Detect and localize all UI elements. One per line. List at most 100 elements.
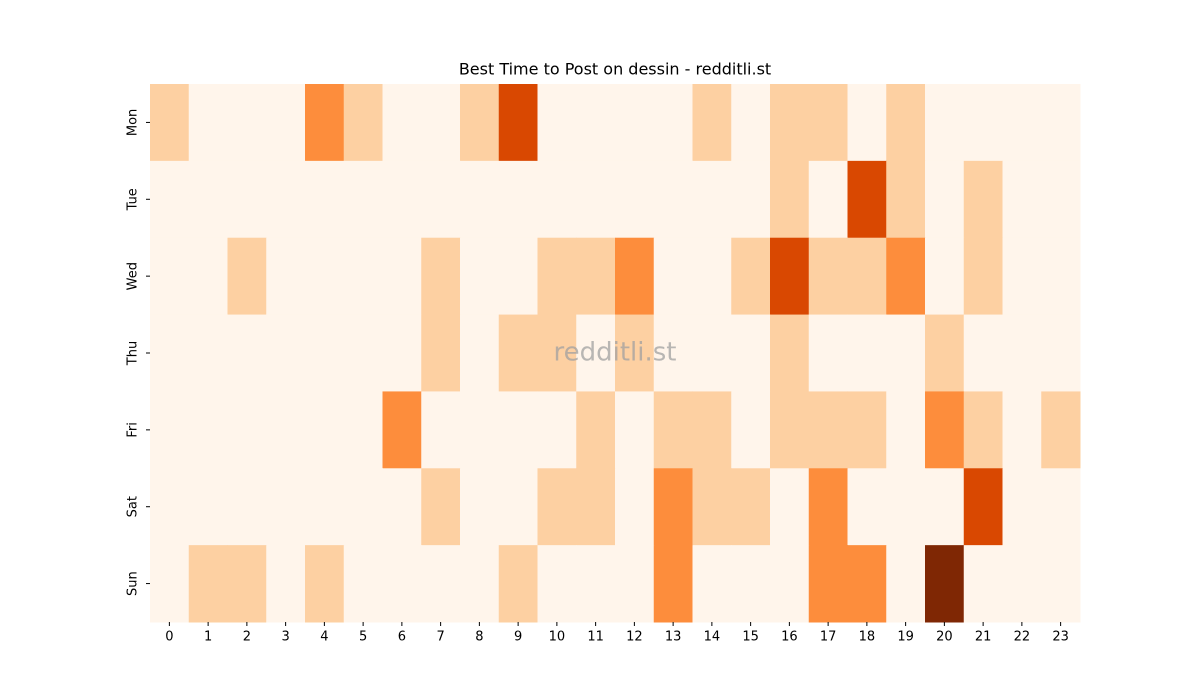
x-tick-label: 3 — [281, 630, 289, 645]
cell — [266, 545, 306, 623]
y-tick-label: Fri — [126, 422, 141, 438]
cell — [963, 391, 1003, 469]
cell — [1041, 160, 1081, 239]
cell — [925, 84, 965, 162]
cell — [305, 237, 345, 316]
x-tick-label: 0 — [165, 630, 173, 645]
cell — [963, 237, 1003, 316]
cell — [343, 237, 383, 316]
cell — [731, 237, 771, 316]
cell — [770, 160, 810, 239]
cell — [653, 314, 693, 392]
cell — [537, 84, 577, 162]
cell — [498, 160, 538, 239]
cell — [343, 468, 383, 546]
cell — [188, 391, 228, 469]
cell — [576, 545, 616, 623]
cell — [227, 84, 267, 162]
y-tick-label: Sun — [126, 571, 141, 596]
x-tick-label: 9 — [514, 630, 522, 645]
cell — [692, 545, 732, 623]
cell — [615, 391, 655, 469]
cell — [808, 160, 848, 239]
cell — [227, 160, 267, 239]
x-tick-label: 22 — [1014, 630, 1031, 645]
cell — [770, 314, 810, 392]
cell — [576, 84, 616, 162]
cell — [498, 237, 538, 316]
cell — [421, 160, 461, 239]
cell — [692, 84, 732, 162]
cell — [343, 314, 383, 392]
cell — [1002, 237, 1042, 316]
cell — [1041, 391, 1081, 469]
cell — [498, 84, 538, 162]
cell — [731, 160, 771, 239]
cell — [537, 314, 577, 392]
x-tick-label: 8 — [475, 630, 483, 645]
x-tick-label: 7 — [436, 630, 444, 645]
cell — [382, 84, 422, 162]
cell — [1041, 314, 1081, 392]
cell — [382, 237, 422, 316]
cell — [963, 84, 1003, 162]
cell — [808, 84, 848, 162]
y-tick-label: Tue — [126, 188, 141, 211]
cell — [227, 237, 267, 316]
cell — [770, 545, 810, 623]
x-tick-label: 23 — [1052, 630, 1069, 645]
cell — [576, 391, 616, 469]
cell — [498, 391, 538, 469]
x-tick-label: 21 — [975, 630, 992, 645]
cells — [150, 84, 1081, 623]
watermark: redditli.st — [554, 338, 677, 368]
cell — [1002, 545, 1042, 623]
chart-title: Best Time to Post on dessin - redditli.s… — [459, 60, 771, 79]
cell — [150, 237, 190, 316]
cell — [150, 314, 190, 392]
cell — [460, 545, 500, 623]
cell — [653, 391, 693, 469]
cell — [188, 237, 228, 316]
cell — [227, 314, 267, 392]
cell — [886, 468, 926, 546]
cell — [537, 160, 577, 239]
cell — [382, 468, 422, 546]
cell — [692, 391, 732, 469]
x-tick-label: 4 — [320, 630, 328, 645]
x-tick-label: 17 — [820, 630, 837, 645]
cell — [886, 391, 926, 469]
cell — [498, 314, 538, 392]
cell — [305, 84, 345, 162]
cell — [963, 160, 1003, 239]
cell — [460, 314, 500, 392]
cell — [963, 314, 1003, 392]
cell — [421, 314, 461, 392]
cell — [421, 545, 461, 623]
x-tick-label: 11 — [587, 630, 604, 645]
cell — [692, 160, 732, 239]
cell — [925, 468, 965, 546]
cell — [808, 314, 848, 392]
cell — [460, 84, 500, 162]
cell — [653, 160, 693, 239]
x-tick-label: 15 — [742, 630, 759, 645]
x-tick-label: 6 — [398, 630, 406, 645]
cell — [576, 160, 616, 239]
cell — [421, 84, 461, 162]
cell — [498, 468, 538, 546]
cell — [808, 468, 848, 546]
cell — [692, 468, 732, 546]
x-tick-label: 20 — [936, 630, 953, 645]
cell — [1041, 237, 1081, 316]
cell — [305, 391, 345, 469]
cell — [1002, 160, 1042, 239]
cell — [150, 160, 190, 239]
cell — [305, 468, 345, 546]
cell — [305, 160, 345, 239]
cell — [847, 160, 887, 239]
cell — [731, 314, 771, 392]
cell — [150, 545, 190, 623]
cell — [498, 545, 538, 623]
